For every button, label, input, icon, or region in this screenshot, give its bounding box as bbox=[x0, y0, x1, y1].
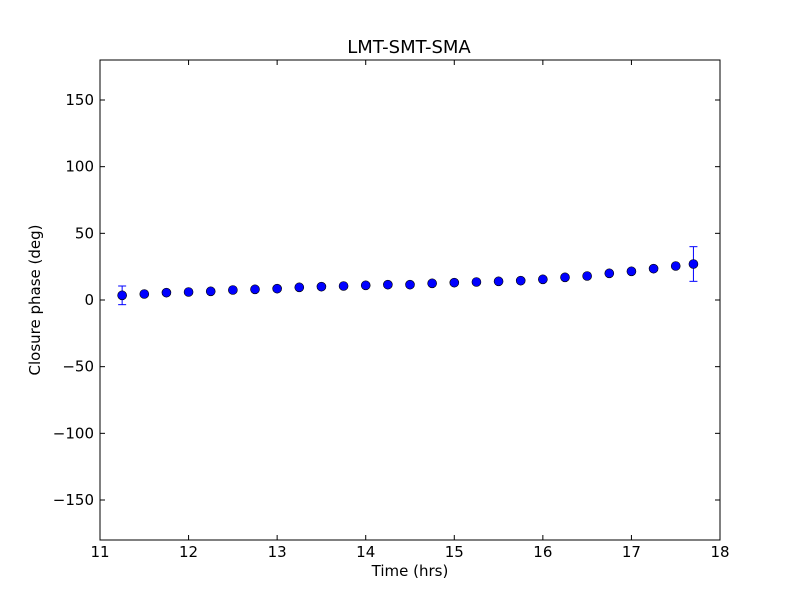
data-point bbox=[205, 286, 216, 297]
y-tick-label: −150 bbox=[53, 491, 94, 509]
data-point bbox=[272, 283, 282, 294]
data-point bbox=[405, 279, 415, 290]
chart-title: LMT-SMT-SMA bbox=[347, 37, 471, 58]
plot-area bbox=[99, 59, 721, 541]
data-point bbox=[338, 281, 349, 291]
x-tick-label: 11 bbox=[90, 543, 109, 561]
data-point bbox=[648, 263, 659, 274]
data-point bbox=[449, 277, 460, 288]
y-tick-label: −50 bbox=[62, 358, 94, 376]
data-point bbox=[538, 274, 548, 285]
x-tick-label: 16 bbox=[533, 543, 552, 561]
data-point bbox=[582, 271, 592, 281]
x-axis-label: Time (hrs) bbox=[371, 562, 449, 580]
x-tick-label: 15 bbox=[445, 543, 464, 561]
y-tick-label: 150 bbox=[65, 91, 94, 109]
y-axis-label: Closure phase (deg) bbox=[26, 225, 44, 376]
x-tick-label: 18 bbox=[710, 543, 729, 561]
data-point bbox=[316, 281, 327, 292]
data-points bbox=[117, 259, 699, 301]
y-tick-label: 100 bbox=[65, 158, 94, 176]
data-point bbox=[604, 268, 615, 279]
x-tick-label: 17 bbox=[622, 543, 641, 561]
data-point bbox=[139, 289, 150, 299]
data-point bbox=[427, 278, 437, 289]
data-point bbox=[383, 279, 393, 290]
data-point bbox=[515, 275, 526, 286]
data-point bbox=[117, 290, 127, 301]
data-point bbox=[560, 272, 570, 283]
data-point bbox=[250, 284, 260, 295]
data-point bbox=[161, 287, 172, 298]
data-point bbox=[360, 280, 371, 291]
data-point bbox=[183, 287, 194, 297]
data-point bbox=[471, 277, 482, 287]
x-axis: 11 12 13 14 15 16 17 18 bbox=[90, 60, 730, 561]
data-point bbox=[228, 285, 238, 295]
y-tick-label: 50 bbox=[75, 224, 94, 242]
x-tick-label: 12 bbox=[179, 543, 198, 561]
y-axis: 150 100 50 0 −50 −100 −150 bbox=[53, 91, 720, 509]
data-point bbox=[670, 261, 681, 271]
x-tick-label: 14 bbox=[356, 543, 375, 561]
y-tick-label: −100 bbox=[53, 424, 94, 442]
x-tick-label: 13 bbox=[268, 543, 287, 561]
data-point bbox=[294, 282, 305, 293]
data-point bbox=[688, 259, 699, 269]
y-tick-label: 0 bbox=[84, 291, 94, 309]
data-point bbox=[493, 276, 504, 287]
data-point bbox=[626, 266, 637, 277]
